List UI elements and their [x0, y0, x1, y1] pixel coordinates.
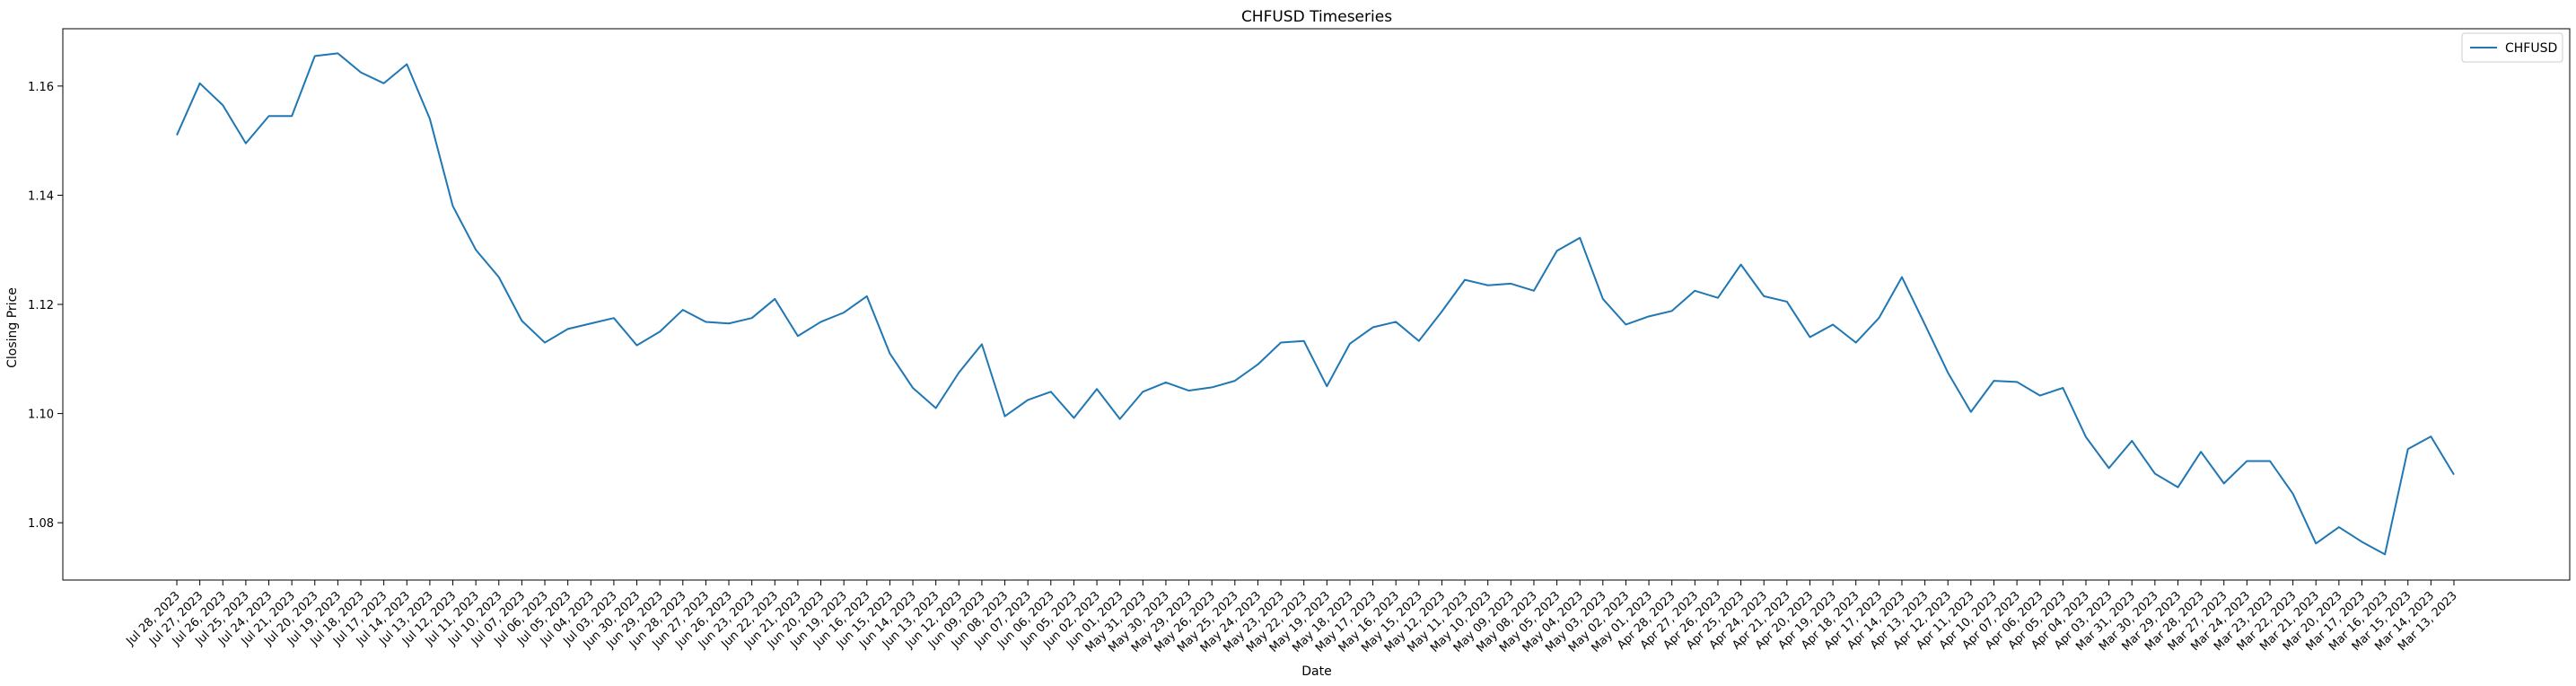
y-tick-label: 1.12	[28, 299, 54, 312]
y-axis-ticks: 1.08 1.10 1.12 1.14 1.16	[28, 81, 63, 531]
y-tick-label: 1.14	[28, 189, 54, 203]
x-axis-label: Date	[1301, 664, 1331, 679]
y-axis-label: Closing Price	[5, 287, 20, 368]
series-line-chfusd	[176, 52, 2455, 556]
legend-box	[2461, 32, 2563, 63]
chart-title: CHFUSD Timeseries	[1241, 8, 1392, 26]
plot-area-frame	[62, 28, 2571, 581]
legend: CHFUSD	[2461, 32, 2563, 63]
y-tick-label: 1.08	[28, 517, 54, 531]
legend-label-chfusd: CHFUSD	[2505, 41, 2557, 56]
y-tick-label: 1.16	[28, 81, 54, 94]
y-tick-label: 1.10	[28, 409, 54, 422]
